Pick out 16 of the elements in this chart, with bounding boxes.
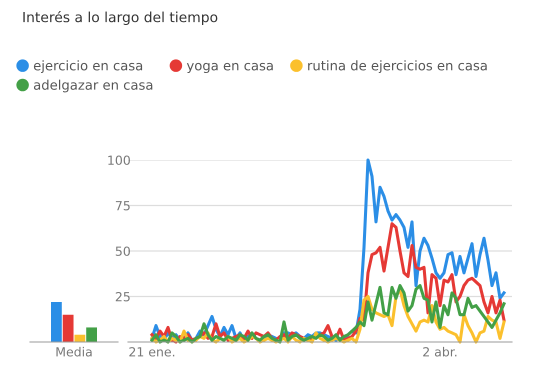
bar — [86, 327, 97, 342]
x-tick-label: Media — [56, 346, 92, 357]
legend-label: rutina de ejercicios en casa — [308, 60, 487, 74]
y-tick-label: 25 — [116, 292, 130, 302]
chart-title: Interés a lo largo del tiempo — [23, 11, 218, 25]
legend-label: adelgazar en casa — [34, 80, 152, 92]
y-tick-label: 75 — [116, 201, 130, 210]
y-tick-label: 50 — [116, 246, 130, 256]
y-tick-label: 100 — [108, 155, 130, 165]
x-tick-label: 2 abr. — [423, 346, 456, 357]
bar — [74, 334, 86, 342]
x-tick-label: 21 ene. — [129, 347, 174, 357]
bar — [62, 314, 74, 342]
legend-label: ejercicio en casa — [34, 60, 142, 74]
legend-label: yoga en casa — [186, 62, 273, 74]
bar — [51, 302, 62, 342]
